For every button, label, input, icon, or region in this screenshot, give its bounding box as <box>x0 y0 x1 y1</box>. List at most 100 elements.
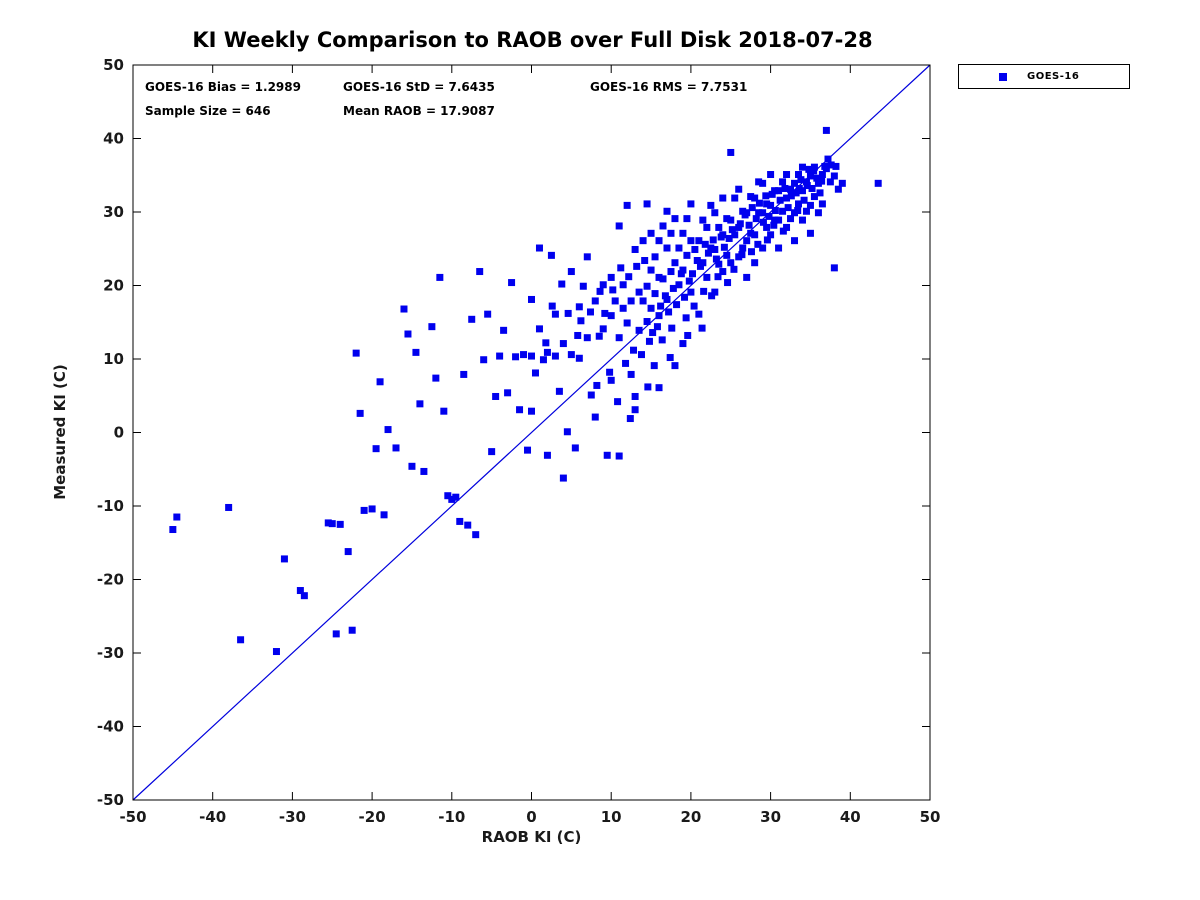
x-tick-label: -20 <box>359 808 386 826</box>
scatter-point <box>650 362 658 370</box>
scatter-point <box>690 302 698 310</box>
scatter-point <box>826 178 834 186</box>
scatter-point <box>791 179 799 187</box>
scatter-point <box>787 185 795 193</box>
scatter-point <box>731 194 739 202</box>
scatter-point <box>558 280 566 288</box>
scatter-point <box>679 229 687 237</box>
scatter-point <box>647 229 655 237</box>
scatter-point <box>606 368 614 376</box>
scatter-point <box>563 428 571 436</box>
scatter-point <box>559 474 567 482</box>
scatter-point <box>657 302 665 310</box>
scatter-point <box>336 520 344 528</box>
scatter-point <box>794 200 802 208</box>
scatter-point <box>707 201 715 209</box>
scatter-point <box>564 309 572 317</box>
scatter-point <box>607 312 615 320</box>
scatter-point <box>639 237 647 245</box>
x-tick-label: -30 <box>279 808 306 826</box>
scatter-point <box>668 324 676 332</box>
scatter-point <box>787 215 795 223</box>
scatter-point <box>400 305 408 313</box>
scatter-point <box>623 201 631 209</box>
scatter-point <box>802 207 810 215</box>
legend-box: GOES-16 <box>958 64 1130 89</box>
scatter-point <box>432 374 440 382</box>
scatter-point <box>492 392 500 400</box>
scatter-point <box>677 270 685 278</box>
scatter-point <box>392 444 400 452</box>
scatter-point <box>747 193 755 201</box>
scatter-point <box>814 209 822 217</box>
scatter-point <box>655 237 663 245</box>
scatter-point <box>651 290 659 298</box>
scatter-point <box>701 240 709 248</box>
scatter-point <box>633 262 641 270</box>
scatter-point <box>420 467 428 475</box>
scatter-point <box>535 325 543 333</box>
scatter-point <box>775 187 783 195</box>
scatter-point <box>834 185 842 193</box>
scatter-point <box>798 216 806 224</box>
scatter-point <box>743 237 751 245</box>
scatter-series-GOES-16 <box>169 126 882 656</box>
scatter-point <box>591 413 599 421</box>
scatter-point <box>599 281 607 289</box>
y-tick-label: 30 <box>103 203 124 221</box>
scatter-point <box>787 192 795 200</box>
scatter-point <box>623 319 631 327</box>
scatter-point <box>614 398 622 406</box>
scatter-point <box>830 264 838 272</box>
scatter-point <box>723 251 731 259</box>
legend-marker-square-icon <box>999 72 1007 81</box>
scatter-point <box>795 184 803 192</box>
scatter-point <box>682 314 690 322</box>
scatter-point <box>784 204 792 212</box>
scatter-point <box>781 184 789 192</box>
scatter-point <box>775 216 783 224</box>
scatter-point <box>595 332 603 340</box>
scatter-point <box>651 253 659 261</box>
scatter-point <box>484 310 492 318</box>
scatter-point <box>586 308 594 316</box>
scatter-point <box>685 277 693 285</box>
scatter-point <box>655 273 663 281</box>
scatter-point <box>730 265 738 273</box>
scatter-point <box>810 163 818 171</box>
scatter-point <box>663 295 671 303</box>
scatter-point <box>752 215 760 223</box>
scatter-point <box>822 126 830 134</box>
scatter-point <box>607 273 615 281</box>
scatter-point <box>508 279 516 287</box>
scatter-point <box>352 349 360 357</box>
scatter-point <box>655 384 663 392</box>
scatter-point <box>645 337 653 345</box>
scatter-point <box>324 519 332 527</box>
scatter-point <box>708 292 716 300</box>
scatter-point <box>655 312 663 320</box>
scatter-point <box>452 493 460 501</box>
scatter-point <box>617 264 625 272</box>
scatter-point <box>693 257 701 265</box>
scatter-point <box>599 325 607 333</box>
y-tick-label: 20 <box>103 277 124 295</box>
scatter-point <box>687 200 695 208</box>
scatter-point <box>380 511 388 519</box>
scatter-point <box>763 223 771 231</box>
y-tick-label: -30 <box>97 644 124 662</box>
scatter-point <box>671 215 679 223</box>
scatter-point <box>627 370 635 378</box>
scatter-point <box>666 354 674 362</box>
scatter-point <box>528 295 535 303</box>
scatter-point <box>725 234 733 242</box>
scatter-point <box>667 268 675 276</box>
scatter-point <box>577 317 585 325</box>
scatter-point <box>687 288 695 296</box>
scatter-point <box>806 172 814 180</box>
scatter-point <box>767 201 775 209</box>
scatter-point <box>808 184 816 192</box>
scatter-point <box>736 220 744 228</box>
scatter-point <box>583 253 591 261</box>
scatter-point <box>779 207 787 215</box>
